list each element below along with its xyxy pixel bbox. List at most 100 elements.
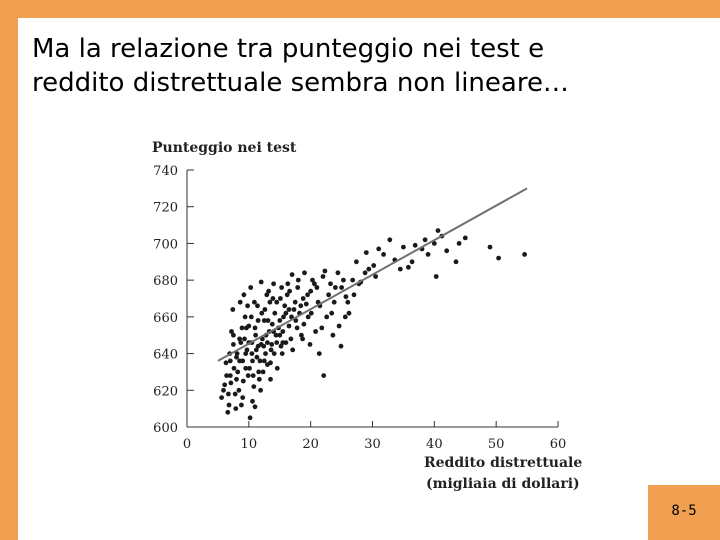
data-point bbox=[381, 252, 386, 257]
data-point bbox=[231, 342, 236, 347]
data-point bbox=[305, 292, 310, 298]
data-point bbox=[425, 252, 431, 257]
data-point bbox=[320, 274, 326, 279]
data-point bbox=[453, 259, 459, 265]
data-point bbox=[346, 310, 352, 316]
data-point bbox=[298, 303, 304, 309]
data-point bbox=[363, 250, 369, 256]
data-point bbox=[366, 266, 372, 272]
data-point bbox=[249, 351, 255, 356]
data-point bbox=[237, 336, 243, 342]
slide-canvas: Ma la relazione tra punteggio nei test e… bbox=[18, 18, 720, 540]
data-points bbox=[219, 228, 527, 421]
data-point bbox=[245, 373, 251, 378]
y-tick-label: 660 bbox=[153, 311, 178, 326]
y-tick-label: 600 bbox=[153, 421, 178, 436]
data-point bbox=[222, 382, 228, 388]
page-number: 8-5 bbox=[671, 503, 697, 519]
data-point bbox=[279, 351, 285, 356]
data-point bbox=[269, 321, 275, 327]
data-point bbox=[435, 228, 441, 234]
data-point bbox=[376, 246, 382, 252]
data-point bbox=[496, 255, 501, 261]
data-point bbox=[278, 296, 283, 301]
data-point bbox=[271, 281, 276, 287]
data-point bbox=[261, 318, 267, 323]
data-point bbox=[286, 323, 292, 329]
data-point bbox=[312, 281, 317, 287]
data-point bbox=[278, 343, 284, 349]
data-point bbox=[274, 340, 280, 345]
data-point bbox=[226, 402, 232, 408]
data-point bbox=[285, 281, 291, 287]
data-point bbox=[259, 310, 265, 316]
data-point bbox=[522, 252, 527, 257]
data-point bbox=[308, 288, 314, 294]
data-point bbox=[462, 235, 468, 241]
data-point bbox=[433, 274, 439, 279]
data-point bbox=[268, 360, 273, 366]
data-point bbox=[274, 365, 280, 371]
data-point bbox=[231, 365, 237, 371]
data-point bbox=[290, 347, 296, 353]
data-point bbox=[295, 285, 301, 290]
data-point bbox=[225, 409, 231, 415]
data-point bbox=[250, 358, 255, 364]
data-point bbox=[274, 299, 280, 305]
data-point bbox=[339, 285, 344, 290]
y-tick-label: 720 bbox=[153, 201, 178, 216]
y-axis-label: Punteggio nei test bbox=[152, 140, 297, 156]
data-point bbox=[238, 340, 244, 345]
data-point bbox=[239, 402, 244, 408]
data-point bbox=[271, 351, 277, 356]
data-point bbox=[234, 376, 239, 382]
data-point bbox=[268, 347, 274, 353]
data-point bbox=[314, 285, 320, 290]
x-tick-label: 50 bbox=[488, 437, 505, 452]
x-tick-label: 20 bbox=[302, 437, 319, 452]
x-axis-label-line2: (migliaia di dollari) bbox=[426, 476, 580, 492]
data-point bbox=[226, 391, 231, 397]
data-point bbox=[321, 373, 327, 378]
data-point bbox=[270, 296, 276, 301]
data-point bbox=[330, 332, 336, 338]
y-tick-label: 640 bbox=[153, 348, 178, 363]
data-point bbox=[456, 241, 462, 246]
data-point bbox=[243, 365, 249, 371]
data-point bbox=[267, 299, 273, 305]
data-point bbox=[409, 259, 415, 265]
data-point bbox=[260, 369, 266, 375]
data-point bbox=[257, 358, 263, 364]
page-badge: 8-5 bbox=[648, 485, 720, 540]
data-point bbox=[341, 277, 346, 283]
data-point bbox=[253, 332, 258, 338]
data-point bbox=[335, 270, 341, 276]
data-point bbox=[227, 373, 233, 378]
data-point bbox=[302, 270, 307, 276]
data-point bbox=[299, 332, 304, 338]
data-point bbox=[262, 307, 268, 312]
data-point bbox=[250, 373, 256, 378]
data-point bbox=[242, 314, 248, 320]
data-point bbox=[342, 314, 348, 320]
data-point bbox=[234, 351, 240, 356]
data-point bbox=[326, 292, 331, 298]
data-point bbox=[301, 321, 307, 327]
data-point bbox=[305, 314, 311, 320]
x-ticks: 0 10 20 30 40 50 60 bbox=[183, 421, 566, 452]
regression-line bbox=[217, 187, 528, 362]
data-point bbox=[286, 307, 292, 312]
data-point bbox=[266, 288, 271, 294]
data-point bbox=[303, 301, 309, 307]
data-point bbox=[279, 285, 284, 290]
data-point bbox=[235, 369, 241, 375]
data-point bbox=[281, 314, 286, 320]
data-point bbox=[233, 406, 239, 411]
data-point bbox=[397, 266, 403, 272]
y-tick-label: 680 bbox=[153, 274, 178, 289]
data-point bbox=[273, 332, 279, 338]
data-point bbox=[255, 318, 261, 323]
data-point bbox=[287, 288, 292, 294]
y-ticks: 600 620 640 660 680 700 720 740 bbox=[153, 164, 194, 436]
data-point bbox=[244, 325, 249, 331]
